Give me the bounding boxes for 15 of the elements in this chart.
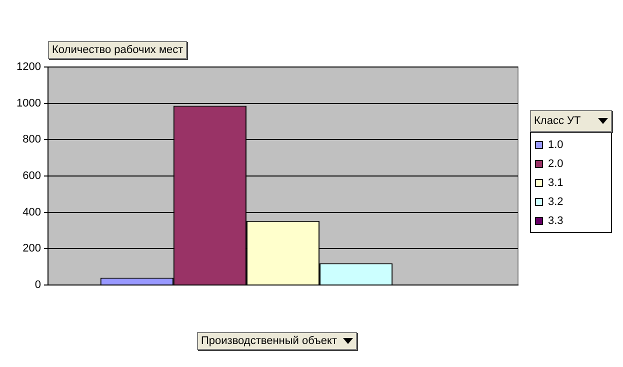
y-tick-label: 800	[22, 134, 41, 146]
legend-label: 3.3	[548, 214, 564, 226]
y-tick-label: 400	[22, 206, 41, 218]
legend-label: 3.2	[548, 196, 564, 208]
y-tick-label: 1200	[16, 61, 41, 74]
y-axis-title: Количество рабочих мест	[48, 41, 188, 59]
y-tick-label: 200	[22, 242, 41, 255]
x-axis-title: Производственный объект	[201, 335, 337, 347]
y-tick-label: 600	[22, 170, 41, 182]
legend-label: 1.0	[548, 138, 564, 150]
y-tick-label: 1000	[16, 97, 41, 110]
legend-label: 2.0	[548, 158, 564, 170]
legend-label: 3.1	[548, 176, 564, 188]
y-tick-label: 0	[34, 279, 41, 292]
legend-title: Класс УТ	[534, 115, 581, 127]
